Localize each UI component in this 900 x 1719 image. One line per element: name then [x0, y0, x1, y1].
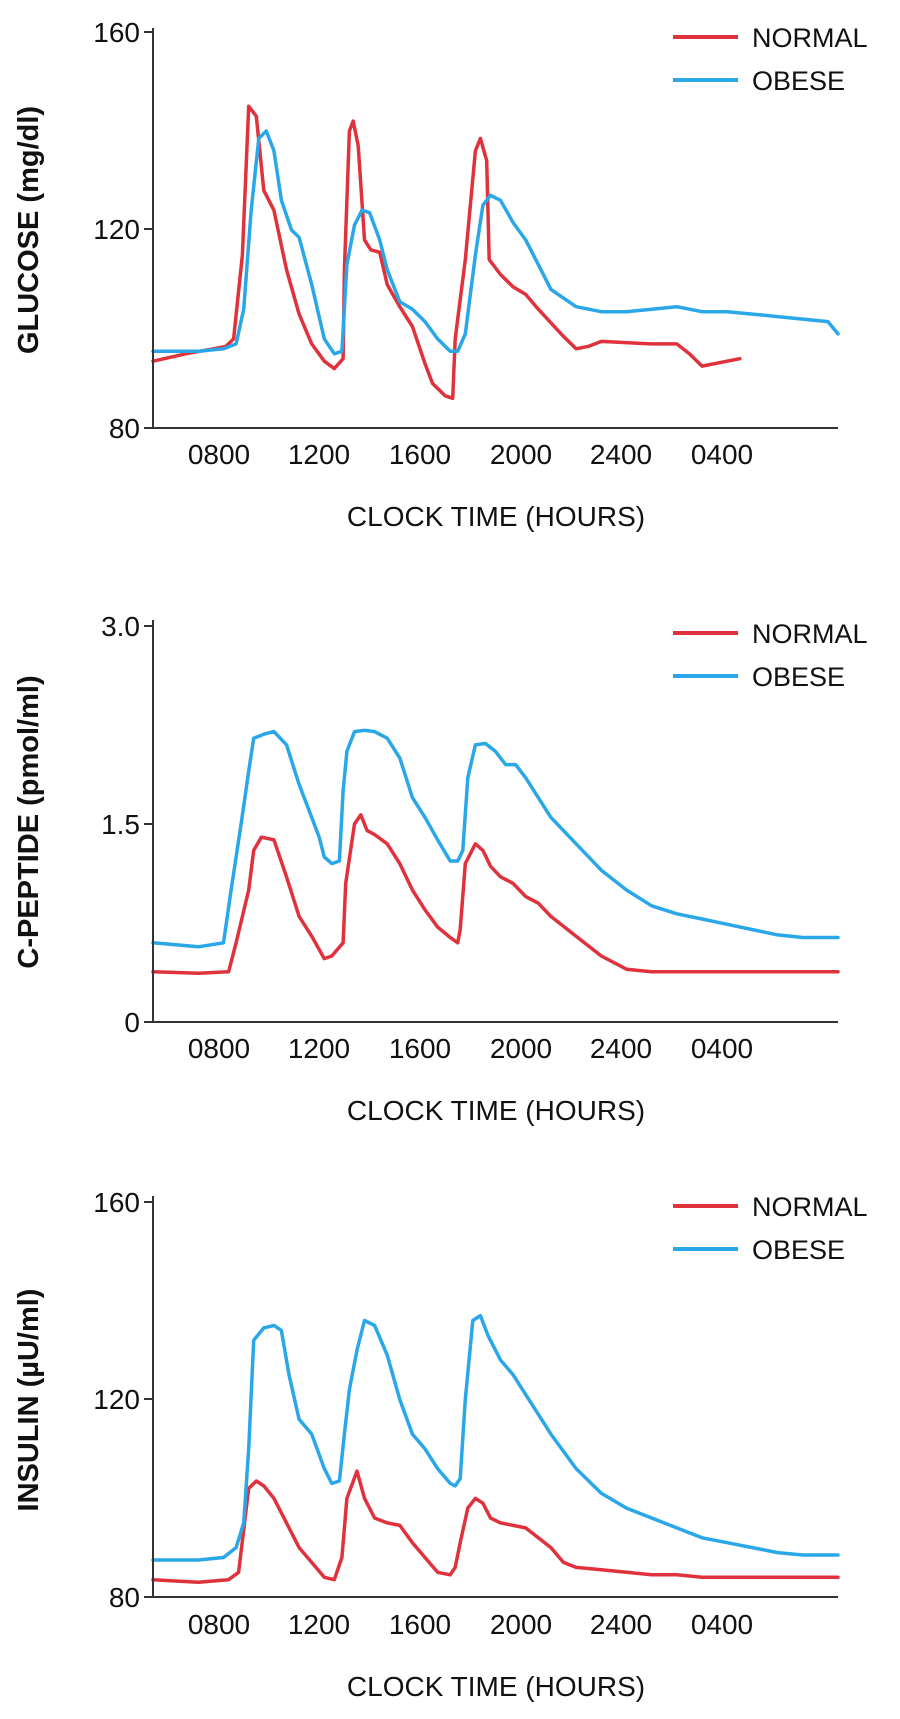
insulin-x-tick-label: 0400 — [691, 1609, 753, 1640]
glucose-y-axis-title: GLUCOSE (mg/dl) — [13, 106, 45, 354]
glucose-y-tick-label: 120 — [93, 214, 140, 245]
insulin-normal-line — [151, 1469, 840, 1584]
insulin-x-tick-label: 0800 — [188, 1609, 250, 1640]
glucose-x-tick-label: 0400 — [691, 439, 753, 470]
c-peptide-plot-lines — [151, 728, 840, 975]
c-peptide-y-axis-title: C-PEPTIDE (pmol/ml) — [13, 675, 45, 968]
c-peptide-chart: 0 1.5 3.0 0800 1200 1600 2000 2400 0400 … — [13, 611, 868, 1126]
c-peptide-x-tick-label: 0400 — [691, 1033, 753, 1064]
insulin-x-tick-label: 2400 — [590, 1609, 652, 1640]
c-peptide-x-tick-label: 0800 — [188, 1033, 250, 1064]
c-peptide-y-ticks: 0 1.5 3.0 — [101, 611, 153, 1038]
glucose-x-tick-label: 1600 — [389, 439, 451, 470]
glucose-x-axis-title: CLOCK TIME (HOURS) — [347, 501, 645, 532]
glucose-x-tick-label: 2400 — [590, 439, 652, 470]
insulin-x-axis-title: CLOCK TIME (HOURS) — [347, 1671, 645, 1702]
glucose-x-tick-label: 0800 — [188, 439, 250, 470]
c-peptide-legend-normal-label: NORMAL — [752, 619, 868, 649]
glucose-normal-line — [151, 104, 742, 401]
glucose-y-tick-label: 160 — [93, 17, 140, 48]
c-peptide-x-axis-title: CLOCK TIME (HOURS) — [347, 1095, 645, 1126]
c-peptide-legend-obese-label: OBESE — [752, 662, 845, 692]
glucose-chart: 80 120 160 0800 1200 1600 2000 2400 0400… — [13, 17, 868, 532]
insulin-x-ticks: 0800 1200 1600 2000 2400 0400 — [188, 1609, 753, 1640]
glucose-x-tick-label: 1200 — [288, 439, 350, 470]
insulin-x-tick-label: 1600 — [389, 1609, 451, 1640]
c-peptide-obese-line — [151, 728, 840, 949]
insulin-y-axis-title: INSULIN (µU/ml) — [13, 1289, 45, 1512]
glucose-x-tick-label: 2000 — [490, 439, 552, 470]
insulin-legend-obese-label: OBESE — [752, 1235, 845, 1265]
insulin-legend: NORMAL OBESE — [673, 1192, 868, 1265]
insulin-obese-line — [151, 1313, 840, 1562]
glucose-legend: NORMAL OBESE — [673, 23, 868, 96]
glucose-y-tick-label: 80 — [109, 413, 140, 444]
c-peptide-legend: NORMAL OBESE — [673, 619, 868, 692]
insulin-legend-normal-label: NORMAL — [752, 1192, 868, 1222]
c-peptide-x-tick-label: 2400 — [590, 1033, 652, 1064]
insulin-x-tick-label: 2000 — [490, 1609, 552, 1640]
c-peptide-x-ticks: 0800 1200 1600 2000 2400 0400 — [188, 1033, 753, 1064]
glucose-plot-lines — [151, 104, 840, 401]
c-peptide-x-tick-label: 2000 — [490, 1033, 552, 1064]
insulin-y-tick-label: 80 — [109, 1582, 140, 1613]
insulin-y-tick-label: 120 — [93, 1384, 140, 1415]
glucose-y-ticks: 80 120 160 — [93, 17, 153, 444]
insulin-plot-lines — [151, 1313, 840, 1584]
insulin-y-ticks: 80 120 160 — [93, 1187, 153, 1613]
c-peptide-y-tick-label: 1.5 — [101, 809, 140, 840]
glucose-legend-normal-label: NORMAL — [752, 23, 868, 53]
glucose-x-ticks: 0800 1200 1600 2000 2400 0400 — [188, 439, 753, 470]
insulin-x-tick-label: 1200 — [288, 1609, 350, 1640]
c-peptide-normal-line — [151, 813, 840, 975]
c-peptide-y-tick-label: 0 — [124, 1007, 140, 1038]
c-peptide-y-tick-label: 3.0 — [101, 611, 140, 642]
insulin-y-tick-label: 160 — [93, 1187, 140, 1218]
c-peptide-x-tick-label: 1600 — [389, 1033, 451, 1064]
glucose-obese-line — [151, 129, 840, 356]
c-peptide-x-tick-label: 1200 — [288, 1033, 350, 1064]
insulin-chart: 80 120 160 0800 1200 1600 2000 2400 0400… — [13, 1187, 868, 1702]
glucose-legend-obese-label: OBESE — [752, 66, 845, 96]
